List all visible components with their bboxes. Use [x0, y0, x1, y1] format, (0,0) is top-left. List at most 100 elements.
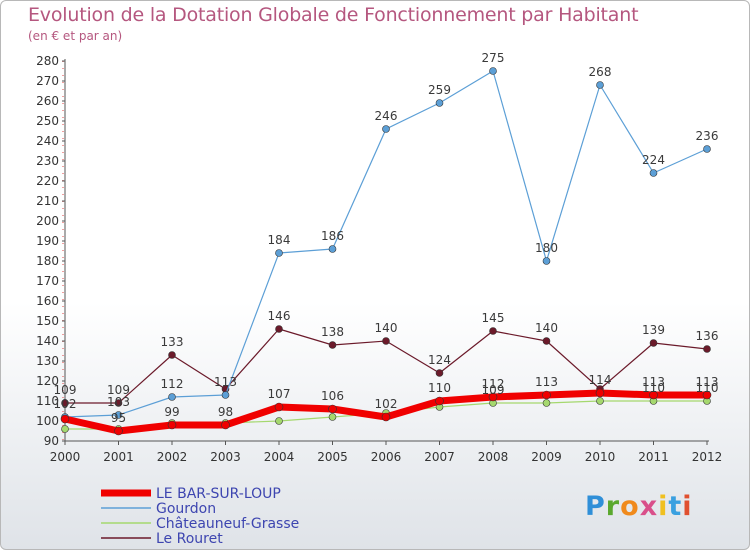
- x-tick-label: 2001: [103, 450, 134, 464]
- data-label-gourdon: 113: [214, 375, 237, 389]
- data-label-le-rouret: 133: [161, 335, 184, 349]
- data-point-le-bar-sur-loup: [702, 390, 712, 400]
- data-label-le-rouret: 136: [696, 329, 719, 343]
- data-point-le-rouret: [382, 337, 390, 345]
- data-label-le-bar-sur-loup: 99: [164, 405, 179, 419]
- y-tick-label: 200: [36, 214, 59, 228]
- axes: 9010011012013014015016017018019020021022…: [36, 54, 722, 464]
- logo-letter: x: [639, 491, 659, 522]
- logo-letter: i: [682, 491, 693, 522]
- data-point-le-rouret: [435, 369, 444, 377]
- data-point-le-rouret: [275, 325, 283, 333]
- data-point-le-rouret: [168, 351, 176, 359]
- data-label-gourdon: 180: [535, 241, 558, 255]
- y-tick-label: 240: [36, 134, 59, 148]
- y-tick-label: 280: [36, 54, 59, 68]
- data-point-gourdon: [596, 81, 604, 89]
- data-label-gourdon: 186: [321, 229, 344, 243]
- data-label-le-bar-sur-loup: 113: [642, 375, 665, 389]
- y-tick-label: 190: [36, 234, 59, 248]
- data-label-le-rouret: 140: [535, 321, 558, 335]
- data-point-gourdon: [435, 99, 444, 107]
- data-label-le-rouret: 124: [428, 353, 451, 367]
- data-label-le-rouret: 109: [54, 383, 77, 397]
- data-point-le-bar-sur-loup: [274, 402, 284, 412]
- y-tick-label: 230: [36, 154, 59, 168]
- series-le-bar-sur-loup: [60, 388, 712, 436]
- logo-letter: o: [620, 491, 640, 522]
- data-point-gourdon: [168, 393, 176, 401]
- y-tick-label: 170: [36, 274, 59, 288]
- data-label-le-bar-sur-loup: 114: [589, 373, 612, 387]
- data-label-gourdon: 184: [268, 233, 291, 247]
- data-label-le-rouret: 109: [107, 383, 130, 397]
- data-label-le-bar-sur-loup: 110: [428, 381, 451, 395]
- legend-label-le-bar-sur-loup: LE BAR-SUR-LOUP: [156, 486, 281, 502]
- legend: LE BAR-SUR-LOUPGourdonChâteauneuf-Grasse…: [101, 486, 299, 547]
- data-point-chateauneuf-grasse: [596, 397, 604, 405]
- data-point-gourdon: [382, 125, 390, 133]
- logo-letter: P: [585, 491, 606, 522]
- data-point-le-rouret: [649, 339, 658, 347]
- proxiti-logo[interactable]: Proxiti: [585, 491, 693, 522]
- x-tick-label: 2006: [371, 450, 402, 464]
- x-tick-label: 2008: [478, 450, 509, 464]
- x-tick-label: 2005: [317, 450, 348, 464]
- data-point-le-bar-sur-loup: [221, 420, 230, 430]
- data-label-le-bar-sur-loup: 113: [696, 375, 719, 389]
- y-tick-label: 250: [36, 114, 59, 128]
- data-label-gourdon: 275: [482, 51, 505, 65]
- data-point-chateauneuf-grasse: [275, 417, 283, 425]
- y-tick-label: 180: [36, 254, 59, 268]
- data-label-gourdon: 236: [696, 129, 719, 143]
- data-label-le-rouret: 145: [482, 311, 505, 325]
- y-tick-label: 210: [36, 194, 59, 208]
- y-tick-label: 220: [36, 174, 59, 188]
- data-label-le-rouret: 138: [321, 325, 344, 339]
- data-point-chateauneuf-grasse: [542, 399, 551, 407]
- data-label-gourdon: 112: [161, 377, 184, 391]
- data-label-gourdon: 103: [107, 395, 130, 409]
- data-label-le-bar-sur-loup: 102: [375, 397, 398, 411]
- y-tick-label: 160: [36, 294, 59, 308]
- data-point-le-rouret: [61, 399, 69, 407]
- logo-letter: i: [658, 491, 669, 522]
- x-tick-label: 2010: [585, 450, 616, 464]
- x-tick-label: 2009: [531, 450, 562, 464]
- chart-subtitle: (en € et par an): [28, 29, 123, 43]
- data-label-le-rouret: 139: [642, 323, 665, 337]
- logo-letter: t: [668, 491, 683, 522]
- data-point-chateauneuf-grasse: [328, 413, 337, 421]
- series-layer: [60, 67, 712, 436]
- legend-label-gourdon: Gourdon: [156, 501, 216, 517]
- data-point-le-rouret: [703, 345, 711, 353]
- x-tick-label: 2012: [692, 450, 723, 464]
- data-point-le-bar-sur-loup: [595, 388, 605, 398]
- data-point-gourdon: [542, 257, 551, 265]
- data-point-gourdon: [703, 145, 711, 153]
- x-tick-label: 2002: [157, 450, 188, 464]
- data-label-chateauneuf-grasse: 110: [696, 381, 719, 395]
- data-point-le-bar-sur-loup: [381, 412, 391, 422]
- data-point-le-bar-sur-loup: [328, 404, 337, 414]
- y-tick-label: 110: [36, 394, 59, 408]
- y-tick-label: 150: [36, 314, 59, 328]
- data-label-gourdon: 259: [428, 83, 451, 97]
- data-point-le-bar-sur-loup: [649, 390, 658, 400]
- data-point-gourdon: [489, 67, 497, 75]
- x-tick-label: 2000: [50, 450, 81, 464]
- chart-title: Evolution de la Dotation Globale de Fonc…: [28, 4, 639, 26]
- data-point-le-rouret: [489, 327, 497, 335]
- data-point-le-rouret: [114, 399, 123, 407]
- data-label-le-bar-sur-loup: 98: [218, 405, 233, 419]
- data-point-gourdon: [221, 391, 230, 399]
- data-point-chateauneuf-grasse: [61, 425, 69, 433]
- data-label-le-bar-sur-loup: 107: [268, 387, 291, 401]
- x-tick-label: 2003: [210, 450, 241, 464]
- y-tick-label: 90: [44, 434, 59, 448]
- data-point-le-bar-sur-loup: [60, 414, 70, 424]
- data-label-le-bar-sur-loup: 113: [535, 375, 558, 389]
